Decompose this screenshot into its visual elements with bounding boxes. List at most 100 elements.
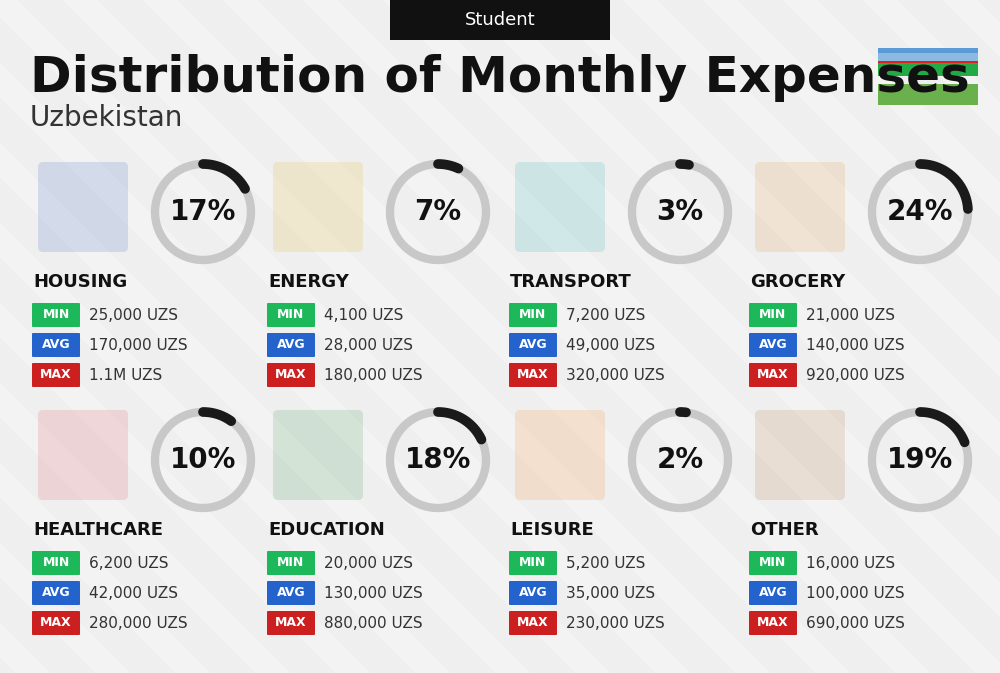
FancyBboxPatch shape	[390, 0, 610, 40]
Text: 4,100 UZS: 4,100 UZS	[324, 308, 403, 322]
Text: MAX: MAX	[757, 369, 789, 382]
FancyBboxPatch shape	[749, 611, 797, 635]
FancyBboxPatch shape	[32, 551, 80, 575]
Text: 5,200 UZS: 5,200 UZS	[566, 555, 645, 571]
FancyBboxPatch shape	[878, 61, 978, 63]
FancyBboxPatch shape	[878, 84, 978, 105]
FancyBboxPatch shape	[32, 611, 80, 635]
Text: MAX: MAX	[275, 369, 307, 382]
FancyBboxPatch shape	[267, 303, 315, 327]
Text: MIN: MIN	[277, 308, 305, 322]
FancyBboxPatch shape	[515, 162, 605, 252]
FancyBboxPatch shape	[38, 162, 128, 252]
Text: 180,000 UZS: 180,000 UZS	[324, 367, 423, 382]
Text: AVG: AVG	[519, 586, 547, 600]
FancyBboxPatch shape	[267, 611, 315, 635]
Text: MAX: MAX	[40, 369, 72, 382]
FancyBboxPatch shape	[509, 363, 557, 387]
Text: 320,000 UZS: 320,000 UZS	[566, 367, 665, 382]
FancyBboxPatch shape	[749, 551, 797, 575]
Text: 10%: 10%	[170, 446, 236, 474]
Text: EDUCATION: EDUCATION	[268, 521, 385, 539]
FancyBboxPatch shape	[273, 162, 363, 252]
FancyBboxPatch shape	[267, 581, 315, 605]
FancyBboxPatch shape	[32, 581, 80, 605]
Text: LEISURE: LEISURE	[510, 521, 594, 539]
FancyBboxPatch shape	[509, 581, 557, 605]
FancyBboxPatch shape	[755, 410, 845, 500]
Text: 18%: 18%	[405, 446, 471, 474]
Text: HOUSING: HOUSING	[33, 273, 127, 291]
Text: HEALTHCARE: HEALTHCARE	[33, 521, 163, 539]
Text: 35,000 UZS: 35,000 UZS	[566, 586, 655, 600]
FancyBboxPatch shape	[749, 581, 797, 605]
FancyBboxPatch shape	[267, 363, 315, 387]
Text: 140,000 UZS: 140,000 UZS	[806, 337, 905, 353]
FancyBboxPatch shape	[509, 611, 557, 635]
Text: MAX: MAX	[517, 369, 549, 382]
Text: 170,000 UZS: 170,000 UZS	[89, 337, 188, 353]
Text: 2%: 2%	[656, 446, 704, 474]
FancyBboxPatch shape	[273, 410, 363, 500]
Text: 16,000 UZS: 16,000 UZS	[806, 555, 895, 571]
Text: 880,000 UZS: 880,000 UZS	[324, 616, 423, 631]
FancyBboxPatch shape	[878, 53, 978, 61]
Text: 49,000 UZS: 49,000 UZS	[566, 337, 655, 353]
Text: 20,000 UZS: 20,000 UZS	[324, 555, 413, 571]
FancyBboxPatch shape	[749, 363, 797, 387]
FancyBboxPatch shape	[267, 333, 315, 357]
Text: MIN: MIN	[277, 557, 305, 569]
Text: AVG: AVG	[42, 586, 70, 600]
Text: 25,000 UZS: 25,000 UZS	[89, 308, 178, 322]
FancyBboxPatch shape	[749, 333, 797, 357]
FancyBboxPatch shape	[38, 410, 128, 500]
Text: OTHER: OTHER	[750, 521, 819, 539]
Text: MIN: MIN	[759, 308, 787, 322]
Text: 920,000 UZS: 920,000 UZS	[806, 367, 905, 382]
Text: 690,000 UZS: 690,000 UZS	[806, 616, 905, 631]
Text: 19%: 19%	[887, 446, 953, 474]
Text: MAX: MAX	[275, 616, 307, 629]
Text: AVG: AVG	[42, 339, 70, 351]
FancyBboxPatch shape	[32, 333, 80, 357]
Text: Distribution of Monthly Expenses: Distribution of Monthly Expenses	[30, 54, 970, 102]
Text: 7%: 7%	[414, 198, 462, 226]
FancyBboxPatch shape	[878, 63, 978, 76]
Text: 7,200 UZS: 7,200 UZS	[566, 308, 645, 322]
FancyBboxPatch shape	[267, 551, 315, 575]
Text: AVG: AVG	[759, 339, 787, 351]
Text: 21,000 UZS: 21,000 UZS	[806, 308, 895, 322]
Text: 28,000 UZS: 28,000 UZS	[324, 337, 413, 353]
Text: AVG: AVG	[519, 339, 547, 351]
FancyBboxPatch shape	[755, 162, 845, 252]
Text: AVG: AVG	[759, 586, 787, 600]
Text: MIN: MIN	[42, 308, 70, 322]
Text: MAX: MAX	[40, 616, 72, 629]
Text: TRANSPORT: TRANSPORT	[510, 273, 632, 291]
FancyBboxPatch shape	[878, 48, 978, 61]
Text: MIN: MIN	[519, 557, 547, 569]
Text: MAX: MAX	[517, 616, 549, 629]
Text: Student: Student	[465, 11, 535, 29]
Text: MAX: MAX	[757, 616, 789, 629]
Text: 230,000 UZS: 230,000 UZS	[566, 616, 665, 631]
Text: 42,000 UZS: 42,000 UZS	[89, 586, 178, 600]
Text: 100,000 UZS: 100,000 UZS	[806, 586, 905, 600]
Text: MIN: MIN	[42, 557, 70, 569]
Text: AVG: AVG	[277, 339, 305, 351]
Text: 24%: 24%	[887, 198, 953, 226]
Text: GROCERY: GROCERY	[750, 273, 845, 291]
FancyBboxPatch shape	[749, 303, 797, 327]
Text: 280,000 UZS: 280,000 UZS	[89, 616, 188, 631]
FancyBboxPatch shape	[509, 303, 557, 327]
Text: Uzbekistan: Uzbekistan	[30, 104, 183, 132]
Text: MIN: MIN	[519, 308, 547, 322]
FancyBboxPatch shape	[515, 410, 605, 500]
Text: ENERGY: ENERGY	[268, 273, 349, 291]
FancyBboxPatch shape	[509, 333, 557, 357]
FancyBboxPatch shape	[32, 303, 80, 327]
FancyBboxPatch shape	[32, 363, 80, 387]
Text: 1.1M UZS: 1.1M UZS	[89, 367, 162, 382]
Text: 3%: 3%	[656, 198, 704, 226]
Text: 130,000 UZS: 130,000 UZS	[324, 586, 423, 600]
